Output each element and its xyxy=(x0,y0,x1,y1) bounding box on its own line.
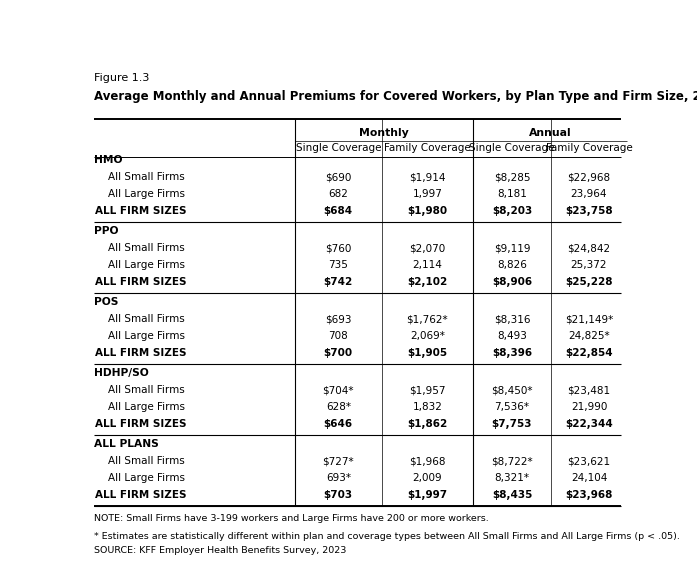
Text: * Estimates are statistically different within plan and coverage types between A: * Estimates are statistically different … xyxy=(93,532,680,540)
Text: Monthly: Monthly xyxy=(360,128,409,139)
Text: $22,854: $22,854 xyxy=(565,348,613,358)
Text: NOTE: Small Firms have 3-199 workers and Large Firms have 200 or more workers.: NOTE: Small Firms have 3-199 workers and… xyxy=(93,514,489,523)
Text: 2,114: 2,114 xyxy=(413,260,443,270)
Text: Figure 1.3: Figure 1.3 xyxy=(93,73,149,84)
Text: $646: $646 xyxy=(323,419,353,429)
Text: $21,149*: $21,149* xyxy=(565,315,613,324)
Text: ALL FIRM SIZES: ALL FIRM SIZES xyxy=(95,277,187,287)
Text: $727*: $727* xyxy=(323,456,354,466)
Text: $2,070: $2,070 xyxy=(409,244,445,253)
Text: All Small Firms: All Small Firms xyxy=(95,315,185,324)
Text: $1,905: $1,905 xyxy=(407,348,447,358)
Text: 7,536*: 7,536* xyxy=(494,402,530,413)
Text: 735: 735 xyxy=(328,260,348,270)
Text: 1,997: 1,997 xyxy=(413,189,443,199)
Text: All Small Firms: All Small Firms xyxy=(95,244,185,253)
Text: Family Coverage: Family Coverage xyxy=(546,143,632,153)
Text: $760: $760 xyxy=(325,244,351,253)
Text: $8,435: $8,435 xyxy=(492,490,533,500)
Text: $23,481: $23,481 xyxy=(567,385,611,395)
Text: $8,203: $8,203 xyxy=(492,206,532,216)
Text: $23,968: $23,968 xyxy=(565,490,613,500)
Text: $8,722*: $8,722* xyxy=(491,456,533,466)
Text: ALL FIRM SIZES: ALL FIRM SIZES xyxy=(95,490,187,500)
Text: Single Coverage: Single Coverage xyxy=(469,143,555,153)
Text: ALL FIRM SIZES: ALL FIRM SIZES xyxy=(95,419,187,429)
Text: ALL FIRM SIZES: ALL FIRM SIZES xyxy=(95,348,187,358)
Text: SOURCE: KFF Employer Health Benefits Survey, 2023: SOURCE: KFF Employer Health Benefits Sur… xyxy=(93,546,346,555)
Text: $1,762*: $1,762* xyxy=(406,315,448,324)
Text: $684: $684 xyxy=(323,206,353,216)
Text: 708: 708 xyxy=(328,331,348,342)
Text: $22,968: $22,968 xyxy=(567,172,611,182)
Text: PPO: PPO xyxy=(93,226,118,236)
Text: 25,372: 25,372 xyxy=(571,260,607,270)
Text: $22,344: $22,344 xyxy=(565,419,613,429)
Text: $8,396: $8,396 xyxy=(492,348,532,358)
Text: $1,980: $1,980 xyxy=(407,206,447,216)
Text: $1,862: $1,862 xyxy=(407,419,447,429)
Text: 8,321*: 8,321* xyxy=(494,473,530,483)
Text: 682: 682 xyxy=(328,189,348,199)
Text: 693*: 693* xyxy=(325,473,351,483)
Text: $9,119: $9,119 xyxy=(493,244,530,253)
Text: All Large Firms: All Large Firms xyxy=(95,402,185,413)
Text: $23,621: $23,621 xyxy=(567,456,611,466)
Text: HDHP/SO: HDHP/SO xyxy=(93,368,148,378)
Text: $8,285: $8,285 xyxy=(493,172,530,182)
Text: 21,990: 21,990 xyxy=(571,402,607,413)
Text: $1,914: $1,914 xyxy=(409,172,445,182)
Text: $8,450*: $8,450* xyxy=(491,385,533,395)
Text: $704*: $704* xyxy=(323,385,354,395)
Text: $8,906: $8,906 xyxy=(492,277,532,287)
Text: $7,753: $7,753 xyxy=(491,419,533,429)
Text: All Large Firms: All Large Firms xyxy=(95,331,185,342)
Text: $742: $742 xyxy=(323,277,353,287)
Text: $700: $700 xyxy=(323,348,353,358)
Text: $1,968: $1,968 xyxy=(409,456,445,466)
Text: Average Monthly and Annual Premiums for Covered Workers, by Plan Type and Firm S: Average Monthly and Annual Premiums for … xyxy=(93,91,697,104)
Text: $690: $690 xyxy=(325,172,351,182)
Text: 2,009: 2,009 xyxy=(413,473,443,483)
Text: 8,826: 8,826 xyxy=(497,260,527,270)
Text: POS: POS xyxy=(93,297,118,307)
Text: $1,997: $1,997 xyxy=(407,490,447,500)
Text: 8,181: 8,181 xyxy=(497,189,527,199)
Text: $23,758: $23,758 xyxy=(565,206,613,216)
Text: Single Coverage: Single Coverage xyxy=(296,143,381,153)
Text: All Small Firms: All Small Firms xyxy=(95,456,185,466)
Text: 2,069*: 2,069* xyxy=(410,331,445,342)
Text: All Large Firms: All Large Firms xyxy=(95,473,185,483)
Text: $2,102: $2,102 xyxy=(407,277,447,287)
Text: Family Coverage: Family Coverage xyxy=(384,143,470,153)
Text: $24,842: $24,842 xyxy=(567,244,611,253)
Text: All Small Firms: All Small Firms xyxy=(95,172,185,182)
Text: 628*: 628* xyxy=(325,402,351,413)
Text: All Large Firms: All Large Firms xyxy=(95,260,185,270)
Text: $703: $703 xyxy=(323,490,353,500)
Text: $8,316: $8,316 xyxy=(493,315,530,324)
Text: 8,493: 8,493 xyxy=(497,331,527,342)
Text: 24,104: 24,104 xyxy=(571,473,607,483)
Text: HMO: HMO xyxy=(93,155,122,166)
Text: ALL FIRM SIZES: ALL FIRM SIZES xyxy=(95,206,187,216)
Text: 23,964: 23,964 xyxy=(571,189,607,199)
Text: Annual: Annual xyxy=(529,128,572,139)
Text: ALL PLANS: ALL PLANS xyxy=(93,439,158,449)
Text: All Large Firms: All Large Firms xyxy=(95,189,185,199)
Text: All Small Firms: All Small Firms xyxy=(95,385,185,395)
Text: 24,825*: 24,825* xyxy=(568,331,610,342)
Text: $1,957: $1,957 xyxy=(409,385,445,395)
Text: 1,832: 1,832 xyxy=(413,402,443,413)
Text: $25,228: $25,228 xyxy=(565,277,613,287)
Text: $693: $693 xyxy=(325,315,351,324)
